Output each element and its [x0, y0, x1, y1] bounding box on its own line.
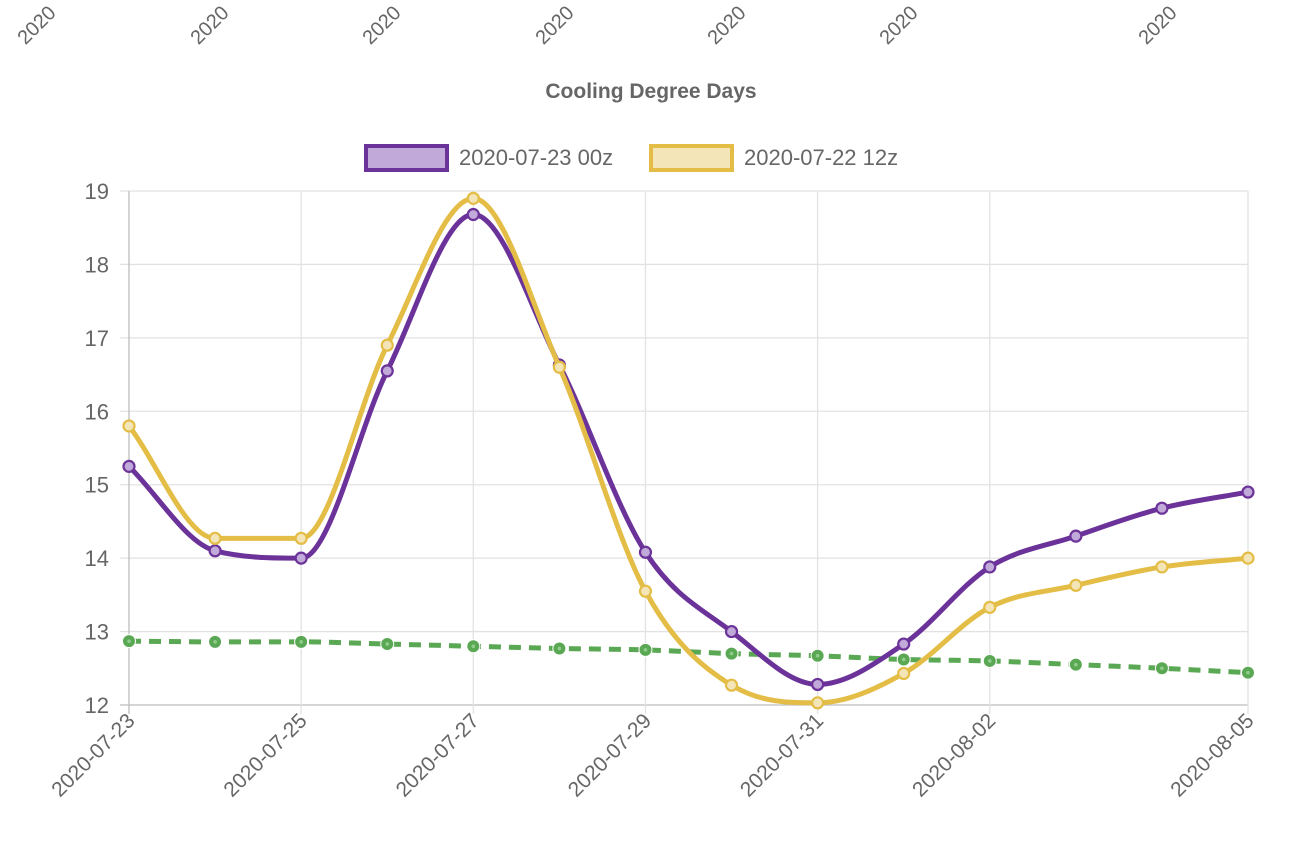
- data-point-center: [471, 644, 476, 649]
- legend-label: 2020-07-23 00z: [459, 145, 613, 170]
- top-tick-label: 2020: [876, 2, 923, 49]
- data-point: [897, 637, 911, 651]
- legend[interactable]: 2020-07-23 00z 2020-07-22 12z: [364, 144, 898, 172]
- data-point-center: [213, 640, 217, 644]
- data-point: [638, 584, 653, 598]
- y-tick-label: 13: [85, 620, 109, 645]
- x-tick-label: 2020-07-23: [47, 709, 139, 801]
- series-line: [127, 195, 1249, 706]
- legend-label: 2020-07-22 12z: [744, 145, 898, 170]
- top-tick-label: 2020: [14, 2, 61, 49]
- data-point: [380, 364, 394, 378]
- data-point: [122, 459, 136, 473]
- data-point-center: [299, 640, 303, 644]
- legend-item[interactable]: 2020-07-23 00z: [364, 144, 613, 172]
- data-point: [466, 207, 480, 222]
- data-point-center: [1160, 666, 1164, 671]
- data-point: [294, 531, 308, 545]
- data-point: [811, 677, 825, 692]
- data-point-center: [729, 651, 734, 656]
- top-tick-label: 2020: [359, 2, 406, 49]
- legend-swatch: [364, 144, 449, 172]
- data-point: [122, 419, 136, 433]
- top-tick-label: 2020: [532, 2, 579, 49]
- data-point-center: [987, 659, 992, 663]
- x-tick-label: 2020-07-25: [219, 709, 311, 801]
- data-point: [380, 338, 394, 352]
- y-tick-label: 17: [85, 326, 109, 351]
- data-point: [1241, 551, 1255, 565]
- data-point: [208, 544, 222, 558]
- x-tick-label: 2020-08-05: [1166, 709, 1258, 801]
- y-tick-label: 15: [85, 473, 109, 498]
- data-point-center: [385, 642, 390, 646]
- data-point: [294, 551, 308, 565]
- data-point: [1155, 501, 1169, 515]
- data-point-center: [1074, 662, 1078, 667]
- top-tick-label: 2020: [1135, 2, 1182, 49]
- data-point-center: [127, 639, 131, 643]
- series-line: [127, 211, 1249, 687]
- data-point: [466, 191, 480, 205]
- data-point: [552, 360, 566, 374]
- chart-title: Cooling Degree Days: [545, 80, 756, 103]
- data-point: [1069, 578, 1083, 592]
- data-point: [724, 624, 739, 639]
- data-point: [1241, 485, 1255, 499]
- y-tick-label: 12: [85, 693, 109, 718]
- data-point-center: [557, 646, 562, 651]
- top-tick-label: 2020: [187, 2, 234, 49]
- data-point: [724, 678, 739, 692]
- data-point: [811, 696, 825, 710]
- x-tick-label: 2020-07-31: [736, 709, 828, 801]
- data-point-center: [643, 648, 648, 652]
- data-point: [1155, 560, 1169, 574]
- y-tick-label: 19: [85, 179, 109, 204]
- data-point: [983, 560, 997, 574]
- legend-swatch: [649, 144, 734, 172]
- y-tick-label: 18: [85, 252, 109, 277]
- y-axis: 12 13 14 15 16 17 18 19: [85, 179, 109, 718]
- data-point: [983, 600, 997, 614]
- data-point-center: [815, 654, 820, 658]
- x-axis: 2020-07-23 2020-07-25 2020-07-27 2020-07-29…: [47, 709, 1258, 801]
- data-point: [897, 666, 911, 681]
- plot-area: [122, 191, 1255, 710]
- top-tick-label: 2020: [704, 2, 751, 49]
- x-tick-label: 2020-07-29: [564, 709, 656, 801]
- x-tick-label: 2020-07-27: [392, 709, 484, 801]
- data-point: [208, 531, 222, 545]
- legend-item[interactable]: 2020-07-22 12z: [649, 144, 898, 172]
- data-point-center: [1246, 670, 1250, 675]
- data-point-center: [901, 657, 906, 662]
- grid: [120, 190, 1249, 714]
- y-tick-label: 14: [85, 546, 109, 571]
- top-chart-cropped-ticks: 2020 2020 2020 2020 2020 2020 2020: [14, 2, 1182, 49]
- y-tick-label: 16: [85, 399, 109, 424]
- data-point: [1069, 529, 1083, 543]
- data-point: [638, 545, 653, 559]
- x-tick-label: 2020-08-02: [908, 709, 1000, 801]
- series-line-dashed: [128, 638, 1249, 676]
